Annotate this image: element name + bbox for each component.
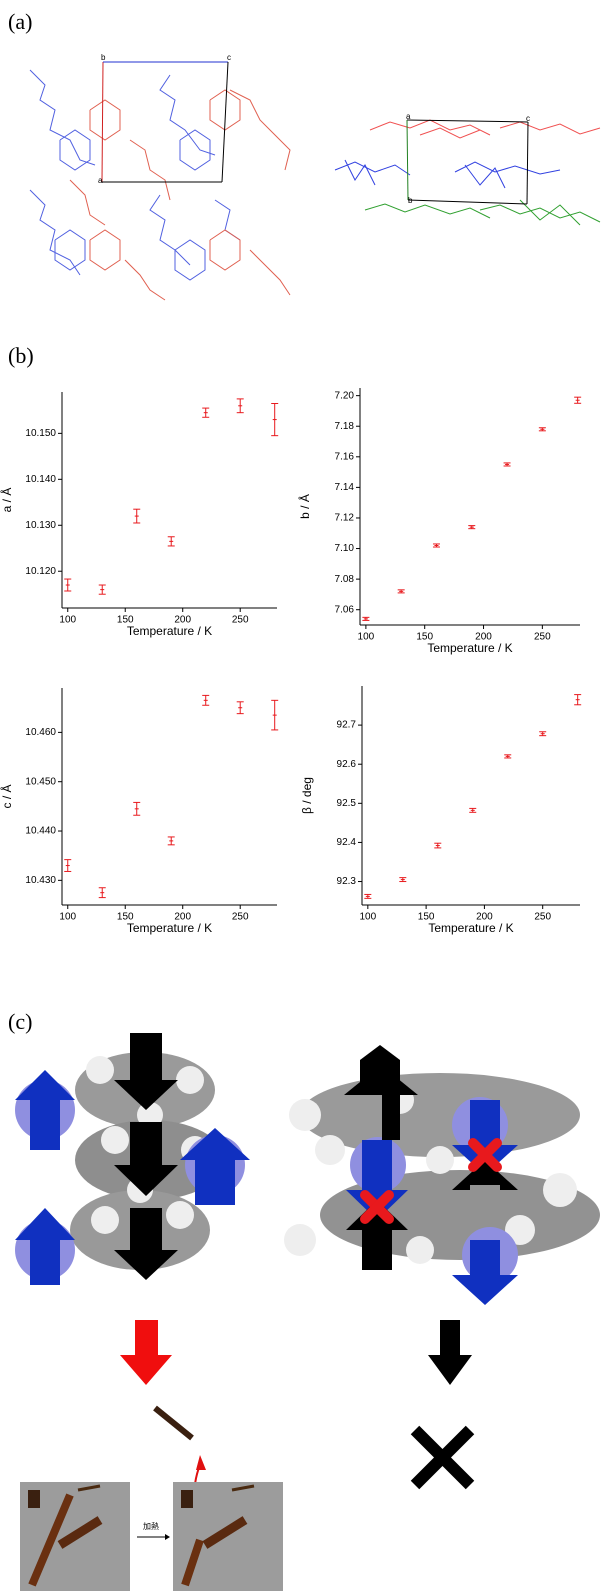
jumping-crystal <box>153 1405 194 1441</box>
x-tick-label: 250 <box>232 615 249 626</box>
cell-axis-label: a <box>98 176 103 185</box>
y-tick-label: 92.5 <box>337 798 357 809</box>
panel-label: (b) <box>8 343 34 368</box>
x-tick-label: 250 <box>534 632 551 643</box>
heating-label: 加熱 <box>143 1521 159 1531</box>
y-axis-label: a / Å <box>0 488 14 513</box>
y-tick-label: 10.130 <box>25 520 56 531</box>
y-tick-label: 7.10 <box>335 543 355 554</box>
x-tick-label: 200 <box>475 632 492 643</box>
data-point <box>574 694 582 706</box>
x-tick-label: 150 <box>117 615 134 626</box>
cell-axis-label: b <box>408 196 413 205</box>
data-point <box>202 694 210 706</box>
data-point <box>399 877 407 883</box>
data-point <box>539 731 547 737</box>
data-point <box>236 701 244 715</box>
data-point <box>504 754 512 759</box>
arrow-heating <box>120 1320 172 1385</box>
x-axis-label: Temperature / K <box>127 921 212 935</box>
data-point <box>64 859 72 872</box>
y-tick-label: 10.460 <box>25 727 56 738</box>
y-tick-label: 7.18 <box>335 421 355 432</box>
crystal-packing-right <box>334 119 601 226</box>
x-tick-label: 200 <box>174 912 191 923</box>
molecular-stack-left <box>15 1033 250 1285</box>
cell-axis-label: a <box>406 112 411 121</box>
cell-axis-label: b <box>101 53 106 62</box>
y-tick-label: 10.450 <box>25 776 56 787</box>
x-tick-label: 200 <box>174 615 191 626</box>
data-point <box>133 801 141 816</box>
data-point <box>469 807 477 813</box>
panel-label: (a) <box>8 9 32 34</box>
x-tick-label: 200 <box>476 912 493 923</box>
y-axis-label: β / deg <box>300 777 314 814</box>
y-tick-label: 7.06 <box>335 604 355 615</box>
data-point <box>202 407 210 418</box>
molecular-stack-right <box>284 1045 600 1305</box>
data-point <box>362 616 370 621</box>
data-point <box>364 893 372 899</box>
photo-before <box>20 1482 130 1591</box>
data-point <box>167 536 175 547</box>
data-point <box>98 584 106 595</box>
panel-label: (c) <box>8 1009 32 1034</box>
x-tick-label: 100 <box>59 912 76 923</box>
y-tick-label: 7.08 <box>335 574 355 585</box>
y-tick-label: 10.440 <box>25 826 56 837</box>
y-tick-label: 10.140 <box>25 474 56 485</box>
x-tick-label: 100 <box>359 912 376 923</box>
x-tick-label: 150 <box>117 912 134 923</box>
x-axis-label: Temperature / K <box>127 624 212 638</box>
data-point <box>432 543 440 548</box>
y-tick-label: 10.430 <box>25 875 56 886</box>
crystal-packing-left <box>29 61 291 301</box>
x-tick-label: 250 <box>232 912 249 923</box>
data-point <box>167 836 175 846</box>
y-tick-label: 7.14 <box>335 482 355 493</box>
photo-after <box>173 1482 283 1591</box>
data-point <box>271 402 279 437</box>
data-point <box>236 398 244 414</box>
y-tick-label: 7.20 <box>335 390 355 401</box>
cell-axis-label: c <box>526 114 530 123</box>
x-tick-label: 250 <box>534 912 551 923</box>
y-tick-label: 92.7 <box>337 720 357 731</box>
data-point <box>538 427 546 432</box>
y-axis-label: c / Å <box>0 784 14 808</box>
y-tick-label: 92.4 <box>337 837 357 848</box>
x-axis-label: Temperature / K <box>428 921 513 935</box>
arrow-no-change <box>428 1320 472 1385</box>
data-point <box>503 462 511 467</box>
y-tick-label: 10.150 <box>25 428 56 439</box>
y-tick-label: 92.6 <box>337 759 357 770</box>
x-axis-label: Temperature / K <box>427 641 512 655</box>
y-tick-label: 7.16 <box>335 451 355 462</box>
data-point <box>98 887 106 899</box>
data-point <box>271 699 279 731</box>
data-point <box>133 508 141 524</box>
data-point <box>574 396 582 404</box>
jump-arrowhead <box>196 1455 206 1470</box>
x-tick-label: 150 <box>418 912 435 923</box>
cross-mark <box>410 1425 475 1490</box>
y-tick-label: 92.3 <box>337 876 357 887</box>
data-point <box>64 578 72 592</box>
y-axis-label: b / Å <box>297 494 312 519</box>
y-tick-label: 7.12 <box>335 513 355 524</box>
x-tick-label: 100 <box>358 632 375 643</box>
x-tick-label: 100 <box>59 615 76 626</box>
x-tick-label: 150 <box>416 632 433 643</box>
cell-axis-label: c <box>227 53 231 62</box>
y-tick-label: 10.120 <box>25 566 56 577</box>
data-point <box>434 842 442 849</box>
data-point <box>468 525 476 530</box>
arrow-head <box>165 1534 170 1540</box>
data-point <box>397 589 405 594</box>
